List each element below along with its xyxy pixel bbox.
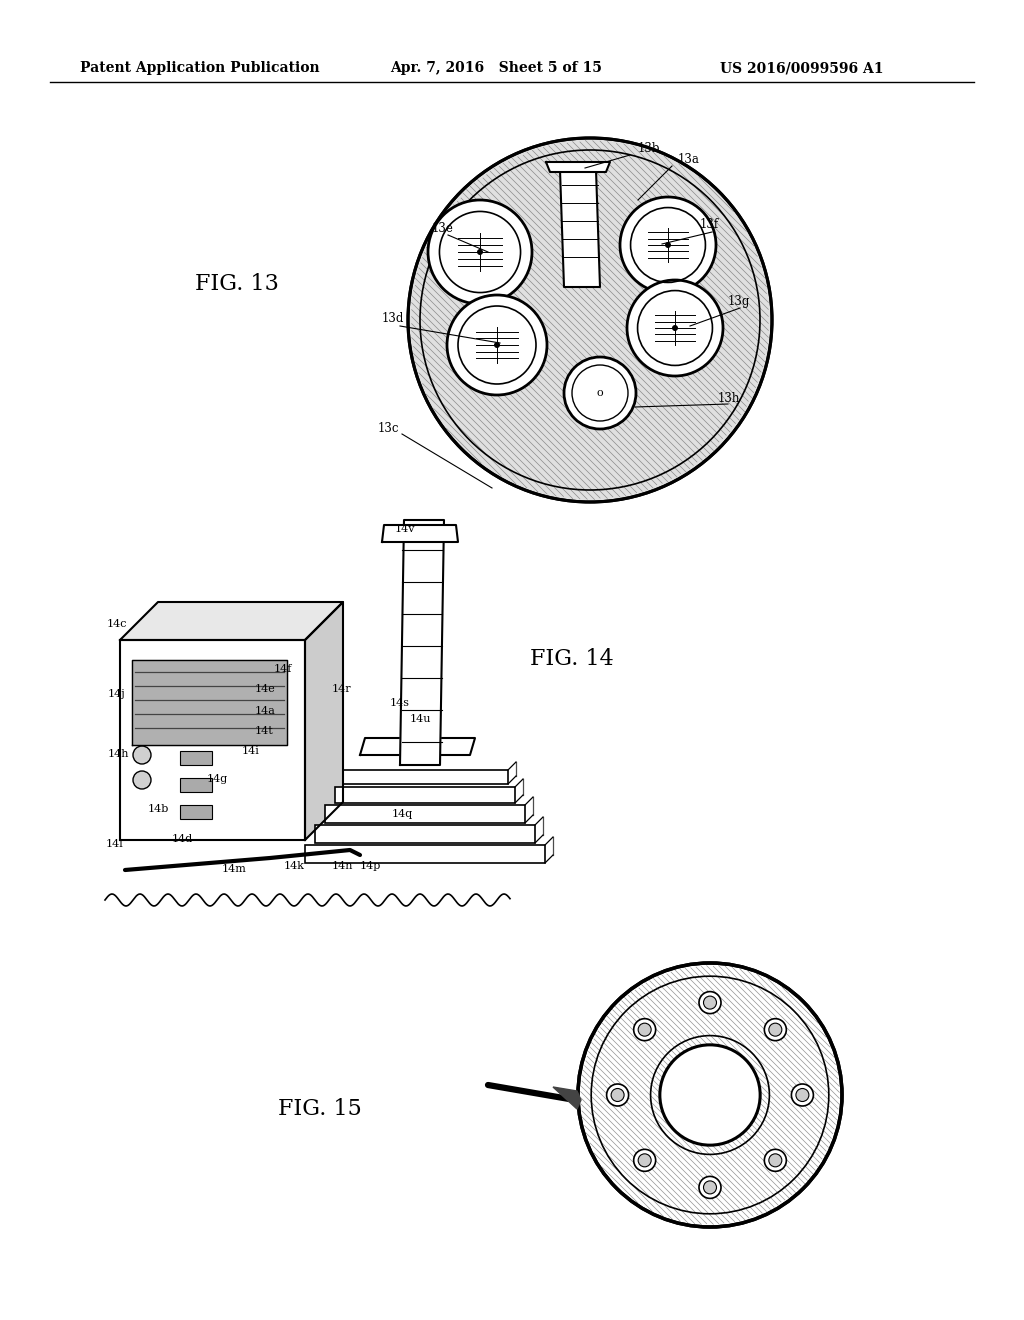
Circle shape bbox=[672, 325, 678, 331]
Text: 14b: 14b bbox=[148, 804, 169, 814]
Text: 13f: 13f bbox=[700, 218, 719, 231]
Text: 14n: 14n bbox=[332, 861, 353, 871]
Circle shape bbox=[477, 249, 483, 255]
Text: 14v: 14v bbox=[395, 524, 416, 535]
Circle shape bbox=[796, 1089, 809, 1101]
Polygon shape bbox=[546, 162, 610, 172]
Text: 13h: 13h bbox=[718, 392, 740, 405]
Text: 14f: 14f bbox=[274, 664, 293, 675]
Text: 13c: 13c bbox=[378, 422, 399, 436]
Polygon shape bbox=[553, 1086, 581, 1109]
Circle shape bbox=[408, 139, 772, 502]
Text: 14m: 14m bbox=[222, 865, 247, 874]
Circle shape bbox=[792, 1084, 813, 1106]
Circle shape bbox=[606, 1084, 629, 1106]
Circle shape bbox=[769, 1023, 782, 1036]
Text: FIG. 14: FIG. 14 bbox=[530, 648, 613, 671]
Text: 13a: 13a bbox=[678, 153, 699, 166]
Bar bbox=[305, 845, 545, 863]
Text: Patent Application Publication: Patent Application Publication bbox=[80, 61, 319, 75]
Text: 14k: 14k bbox=[284, 861, 305, 871]
Text: 14g: 14g bbox=[207, 774, 228, 784]
Circle shape bbox=[638, 1154, 651, 1167]
Circle shape bbox=[703, 997, 717, 1008]
Text: 14h: 14h bbox=[108, 748, 129, 759]
Bar bbox=[180, 751, 212, 766]
Bar bbox=[180, 777, 212, 792]
Text: 14i: 14i bbox=[242, 746, 260, 756]
Polygon shape bbox=[120, 602, 343, 640]
Circle shape bbox=[769, 1154, 782, 1167]
Circle shape bbox=[578, 964, 842, 1228]
Polygon shape bbox=[360, 738, 475, 755]
Text: 14t: 14t bbox=[255, 726, 273, 737]
Bar bbox=[335, 787, 515, 803]
Text: 14d: 14d bbox=[172, 834, 194, 843]
Text: 14e: 14e bbox=[255, 684, 275, 694]
Text: 13b: 13b bbox=[638, 143, 660, 154]
Circle shape bbox=[699, 1176, 721, 1199]
Circle shape bbox=[447, 294, 547, 395]
Circle shape bbox=[428, 201, 532, 304]
Circle shape bbox=[133, 746, 151, 764]
Text: 14l: 14l bbox=[106, 840, 124, 849]
Circle shape bbox=[564, 356, 636, 429]
Text: FIG. 15: FIG. 15 bbox=[278, 1098, 361, 1119]
Text: 14p: 14p bbox=[360, 861, 381, 871]
Bar bbox=[343, 770, 508, 784]
Circle shape bbox=[634, 1150, 655, 1171]
Polygon shape bbox=[382, 525, 458, 543]
Polygon shape bbox=[305, 602, 343, 840]
Text: FIG. 13: FIG. 13 bbox=[195, 273, 279, 294]
Circle shape bbox=[133, 771, 151, 789]
Circle shape bbox=[611, 1089, 624, 1101]
Circle shape bbox=[703, 1181, 717, 1193]
Text: 14u: 14u bbox=[410, 714, 431, 723]
Circle shape bbox=[638, 1023, 651, 1036]
Text: 13d: 13d bbox=[382, 312, 404, 325]
Circle shape bbox=[665, 242, 671, 248]
Text: 14a: 14a bbox=[255, 706, 275, 715]
Polygon shape bbox=[560, 170, 600, 286]
Circle shape bbox=[627, 280, 723, 376]
Circle shape bbox=[634, 1019, 655, 1040]
Circle shape bbox=[494, 342, 500, 348]
Text: Apr. 7, 2016   Sheet 5 of 15: Apr. 7, 2016 Sheet 5 of 15 bbox=[390, 61, 602, 75]
Circle shape bbox=[620, 197, 716, 293]
Text: US 2016/0099596 A1: US 2016/0099596 A1 bbox=[720, 61, 884, 75]
Text: 14c: 14c bbox=[106, 619, 128, 630]
Bar bbox=[180, 805, 212, 818]
Polygon shape bbox=[400, 520, 444, 766]
Text: o: o bbox=[597, 388, 603, 399]
Text: 13g: 13g bbox=[728, 294, 751, 308]
Text: 13e: 13e bbox=[432, 222, 454, 235]
Text: 14q: 14q bbox=[392, 809, 414, 818]
Circle shape bbox=[764, 1019, 786, 1040]
Text: 14j: 14j bbox=[108, 689, 126, 700]
Text: 14r: 14r bbox=[332, 684, 351, 694]
Text: 14s: 14s bbox=[390, 698, 410, 708]
Circle shape bbox=[659, 1045, 760, 1146]
Polygon shape bbox=[120, 640, 305, 840]
Bar bbox=[315, 825, 535, 843]
Circle shape bbox=[764, 1150, 786, 1171]
Bar bbox=[325, 805, 525, 822]
Polygon shape bbox=[132, 660, 287, 744]
Circle shape bbox=[699, 991, 721, 1014]
